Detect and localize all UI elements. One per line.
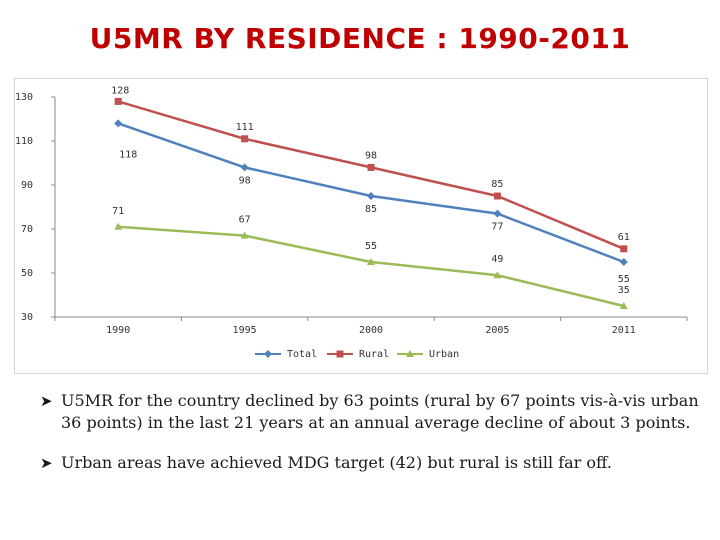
legend-label: Total (287, 349, 317, 360)
arrow-bullet-icon: ➤ (40, 454, 53, 472)
data-label-urban: 49 (491, 254, 503, 265)
data-label-rural: 85 (491, 179, 503, 190)
data-label-total: 85 (365, 204, 377, 215)
data-point-rural (493, 192, 501, 200)
data-label-urban: 67 (239, 215, 251, 226)
bullet-list: ➤ U5MR for the country declined by 63 po… (40, 390, 700, 492)
bullet-text: Urban areas have achieved MDG target (42… (61, 453, 612, 472)
y-tick-label: 50 (21, 268, 33, 279)
data-label-rural: 111 (236, 122, 254, 133)
x-tick-label: 2000 (359, 325, 383, 336)
data-label-rural: 61 (618, 232, 630, 243)
legend-label: Urban (429, 349, 459, 360)
y-tick-label: 70 (21, 224, 33, 235)
data-point-total (493, 209, 502, 218)
data-point-urban (493, 271, 502, 279)
x-tick-label: 2005 (485, 325, 509, 336)
data-label-urban: 35 (618, 285, 630, 296)
data-point-rural (114, 97, 122, 105)
series-line-urban (118, 225, 625, 308)
legend-marker (336, 350, 344, 358)
y-tick-label: 30 (21, 312, 33, 323)
legend-label: Rural (359, 349, 389, 360)
arrow-bullet-icon: ➤ (40, 392, 53, 410)
x-tick-label: 1995 (233, 325, 257, 336)
legend-marker (406, 350, 414, 357)
data-point-total (240, 163, 249, 172)
chart-area: 30 50 70 90 110 130 1990 1995 2000 2005 2011 118 98 8… (14, 78, 708, 374)
data-point-rural (620, 245, 628, 253)
data-label-total: 98 (239, 175, 251, 186)
data-point-total (114, 119, 123, 128)
series-line-rural (117, 100, 625, 250)
data-label-urban: 71 (112, 206, 124, 217)
data-point-rural (367, 163, 375, 171)
data-label-total: 77 (491, 222, 503, 233)
slide-title: U5MR BY RESIDENCE : 1990-2011 (89, 22, 631, 55)
data-label-total: 118 (119, 149, 137, 160)
legend-marker (264, 350, 272, 358)
data-label-total: 55 (618, 274, 630, 285)
bullet-text: U5MR for the country declined by 63 poin… (61, 391, 699, 432)
data-label-rural: 128 (111, 85, 129, 96)
data-point-urban (240, 231, 249, 239)
bullet-item: ➤ U5MR for the country declined by 63 po… (40, 390, 700, 434)
y-tick-label: 90 (21, 180, 33, 191)
line-chart: 30 50 70 90 110 130 1990 1995 2000 2005 2011 118 98 8… (15, 85, 688, 360)
data-point-total (619, 258, 628, 266)
data-point-urban (367, 258, 375, 265)
x-tick-label: 2011 (612, 325, 636, 336)
data-point-total (367, 192, 375, 200)
bullet-item: ➤ Urban areas have achieved MDG target (… (40, 452, 700, 474)
data-label-rural: 98 (365, 150, 377, 161)
y-tick-label: 110 (15, 136, 33, 147)
data-point-urban (114, 222, 123, 230)
data-point-urban (619, 302, 628, 309)
x-tick-label: 1990 (106, 325, 130, 336)
data-point-rural (241, 135, 249, 143)
y-tick-label: 130 (15, 92, 33, 103)
data-label-urban: 55 (365, 241, 377, 252)
